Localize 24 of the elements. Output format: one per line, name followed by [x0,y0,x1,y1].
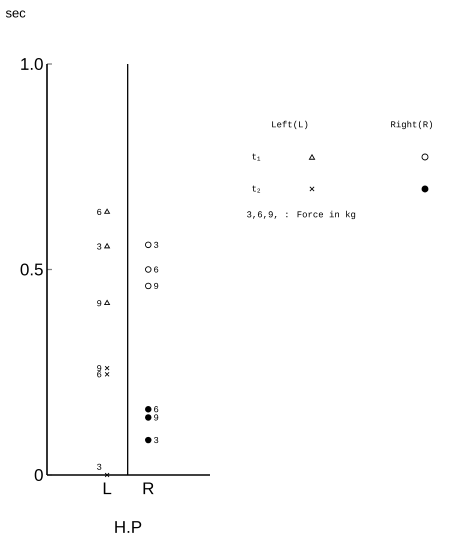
text: Left(L) [272,120,308,130]
text: t$_{1}$ [252,154,260,160]
annotation: 9 [97,365,102,372]
y-tick-label: 0 [34,468,43,481]
y-tick-label: 0.5 [20,263,43,276]
annotation: 9 [154,414,158,420]
annotation: 6 [97,208,102,215]
annotation: 9 [154,282,158,289]
annotation: 6 [154,406,158,412]
text: t$_{2}$ [252,186,260,192]
x-tick-label: R [144,482,154,494]
y-tick-label: 1.0 [21,58,43,70]
annotation: 3 [154,437,158,444]
annotation: 6 [97,371,102,378]
x-axis-title: H.P [115,521,142,533]
x-tick-label: L [104,482,112,494]
annotation: 9 [97,300,102,306]
annotation: 3 [154,242,158,248]
annotation: 3 [97,464,102,470]
annotation: 3 [97,243,102,250]
annotation: 6 [154,266,158,273]
text: Right(R) [391,120,432,130]
y-axis-title: sec [6,10,26,18]
text: 3,6,9, : Force in kg [247,210,356,220]
